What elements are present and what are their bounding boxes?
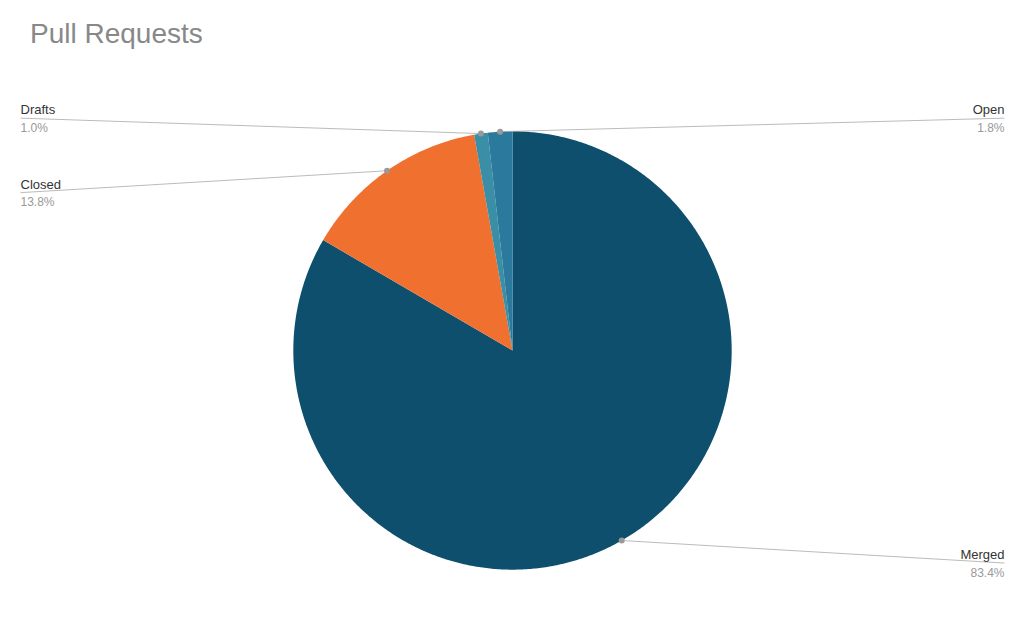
- svg-text:Open: Open: [973, 102, 1005, 117]
- svg-text:Merged: Merged: [960, 547, 1004, 562]
- svg-text:Closed: Closed: [21, 177, 61, 192]
- svg-text:13.8%: 13.8%: [21, 195, 55, 209]
- html-text:Pull Requests: Pull Requests: [30, 18, 203, 49]
- svg-text:83.4%: 83.4%: [970, 566, 1004, 580]
- svg-text:1.8%: 1.8%: [977, 121, 1005, 135]
- svg-text:1.0%: 1.0%: [21, 121, 49, 135]
- svg-text:Drafts: Drafts: [21, 102, 56, 117]
